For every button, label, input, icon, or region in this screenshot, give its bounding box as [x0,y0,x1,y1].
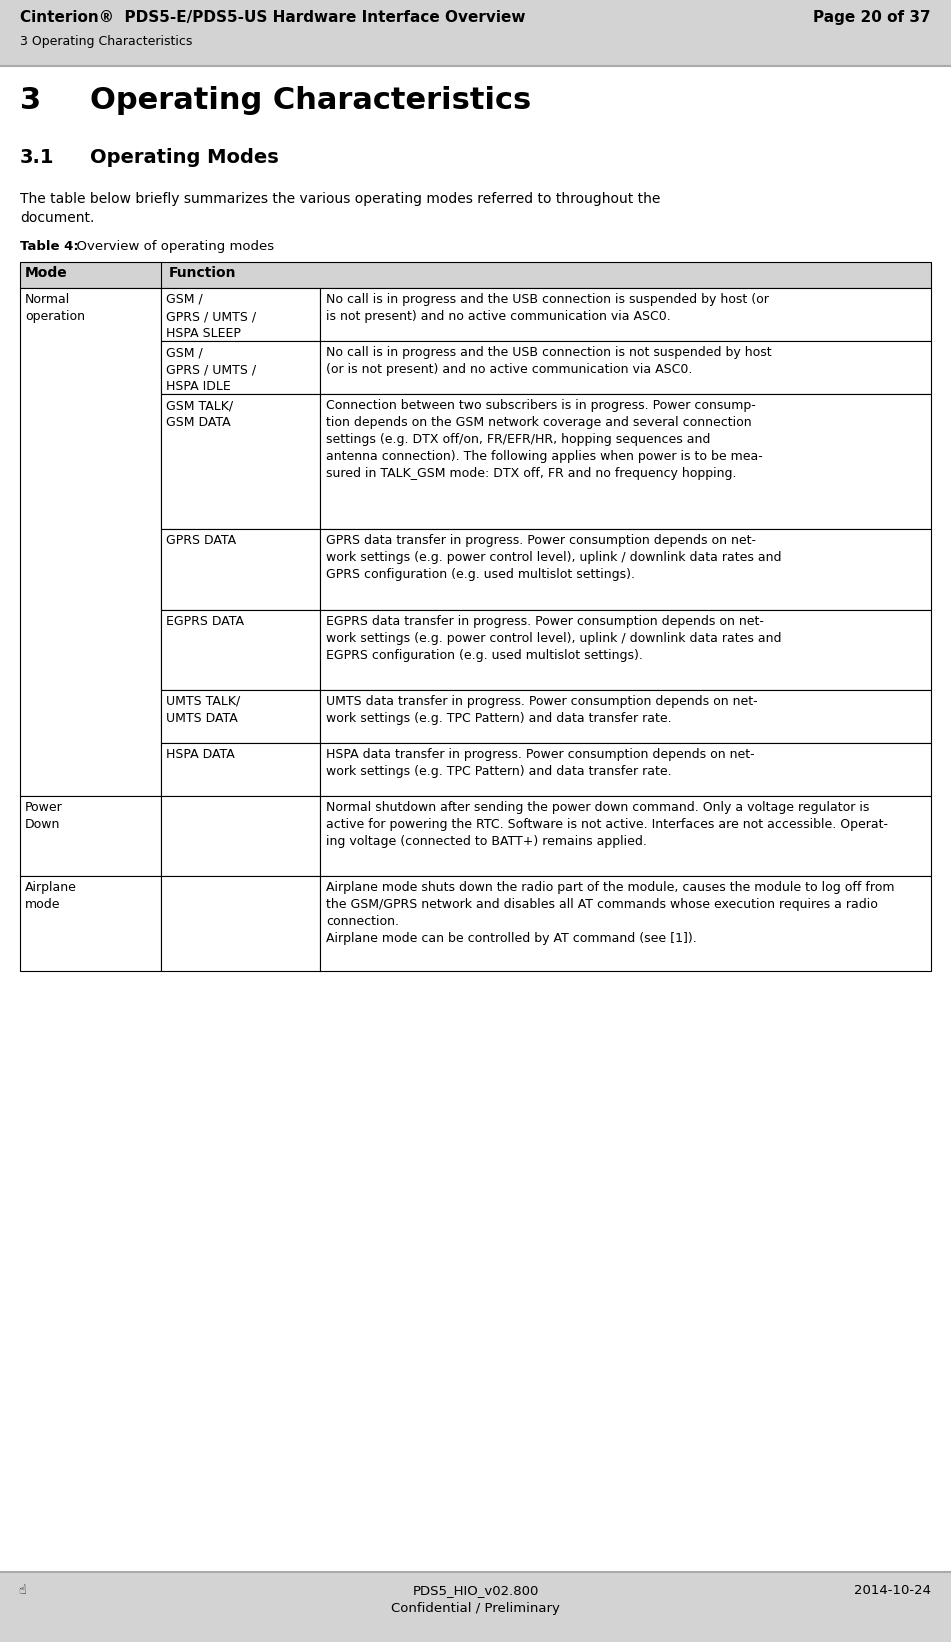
Text: UMTS TALK/
UMTS DATA: UMTS TALK/ UMTS DATA [166,695,241,726]
Text: EGPRS data transfer in progress. Power consumption depends on net-
work settings: EGPRS data transfer in progress. Power c… [326,614,782,662]
Text: HSPA data transfer in progress. Power consumption depends on net-
work settings : HSPA data transfer in progress. Power co… [326,749,755,778]
Bar [0,1571,951,1642]
Text: Function: Function [169,266,237,281]
Text: GSM /
GPRS / UMTS /
HSPA SLEEP: GSM / GPRS / UMTS / HSPA SLEEP [166,292,256,340]
Text: Table 4:: Table 4: [20,240,79,253]
Text: Operating Characteristics: Operating Characteristics [90,85,532,115]
Bar [320,529,931,609]
Text: EGPRS DATA: EGPRS DATA [166,614,244,627]
Text: UMTS data transfer in progress. Power consumption depends on net-
work settings : UMTS data transfer in progress. Power co… [326,695,758,726]
Text: 3: 3 [20,85,41,115]
Text: No call is in progress and the USB connection is suspended by host (or
is not pr: No call is in progress and the USB conne… [326,292,768,323]
Text: GSM TALK/
GSM DATA: GSM TALK/ GSM DATA [166,399,233,429]
Text: The table below briefly summarizes the various operating modes referred to throu: The table below briefly summarizes the v… [20,192,660,225]
Text: Normal
operation: Normal operation [25,292,85,323]
Text: 3.1: 3.1 [20,148,54,167]
Bar [320,796,931,877]
Text: Mode: Mode [25,266,68,281]
Bar [161,690,320,744]
Text: HSPA DATA: HSPA DATA [166,749,235,760]
Text: Airplane mode shuts down the radio part of the module, causes the module to log : Airplane mode shuts down the radio part … [326,882,895,946]
Text: GSM /
GPRS / UMTS /
HSPA IDLE: GSM / GPRS / UMTS / HSPA IDLE [166,346,256,392]
Bar [161,529,320,609]
Bar [161,877,320,970]
Bar [320,877,931,970]
Text: Power
Down: Power Down [25,801,63,831]
Bar [161,609,320,690]
Text: Airplane
mode: Airplane mode [25,882,77,911]
Text: ☝: ☝ [18,1585,26,1598]
Bar [161,287,320,342]
Text: Page 20 of 37: Page 20 of 37 [813,10,931,25]
Bar [320,744,931,796]
Bar [0,0,951,66]
Text: 3 Operating Characteristics: 3 Operating Characteristics [20,34,192,48]
Text: PDS5_HIO_v02.800: PDS5_HIO_v02.800 [413,1585,538,1598]
Bar [20,877,161,970]
Bar [20,796,161,877]
Text: Operating Modes: Operating Modes [90,148,279,167]
Text: Confidential / Preliminary: Confidential / Preliminary [391,1603,560,1616]
Bar [320,394,931,529]
Text: No call is in progress and the USB connection is not suspended by host
(or is no: No call is in progress and the USB conne… [326,346,771,376]
Text: GPRS data transfer in progress. Power consumption depends on net-
work settings : GPRS data transfer in progress. Power co… [326,534,782,581]
Bar [161,744,320,796]
Text: GPRS DATA: GPRS DATA [166,534,236,547]
Text: 2014-10-24: 2014-10-24 [854,1585,931,1598]
Bar [320,287,931,342]
Bar [320,342,931,394]
Text: Overview of operating modes: Overview of operating modes [68,240,274,253]
Bar [20,263,931,287]
Text: Cinterion®  PDS5-E/PDS5-US Hardware Interface Overview: Cinterion® PDS5-E/PDS5-US Hardware Inter… [20,10,526,25]
Text: Connection between two subscribers is in progress. Power consump-
tion depends o: Connection between two subscribers is in… [326,399,763,479]
Bar [320,690,931,744]
Bar [161,796,320,877]
Bar [20,287,161,796]
Bar [320,609,931,690]
Text: Normal shutdown after sending the power down command. Only a voltage regulator i: Normal shutdown after sending the power … [326,801,888,847]
Bar [161,394,320,529]
Bar [161,342,320,394]
